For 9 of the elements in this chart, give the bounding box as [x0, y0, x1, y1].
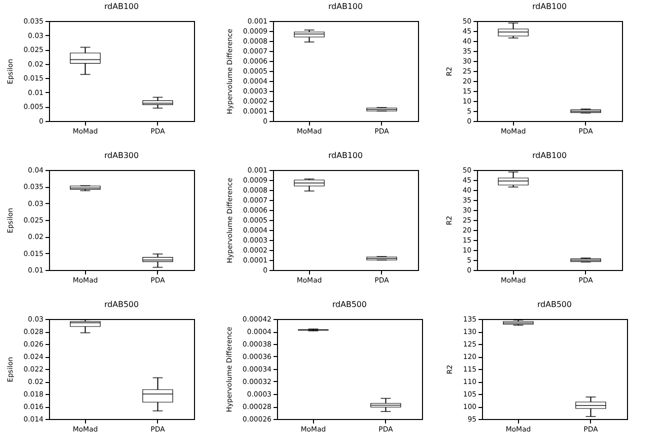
- chart-title: rdAB300: [104, 151, 139, 160]
- chart-title: rdAB100: [532, 2, 567, 11]
- chart-title: rdAB100: [328, 151, 363, 160]
- chart-title: rdAB100: [104, 2, 139, 11]
- chart-title: rdAB100: [532, 151, 567, 160]
- chart-title: rdAB500: [537, 300, 572, 309]
- chart-title: rdAB500: [332, 300, 367, 309]
- chart-title: rdAB500: [104, 300, 139, 309]
- chart-title: rdAB100: [328, 2, 363, 11]
